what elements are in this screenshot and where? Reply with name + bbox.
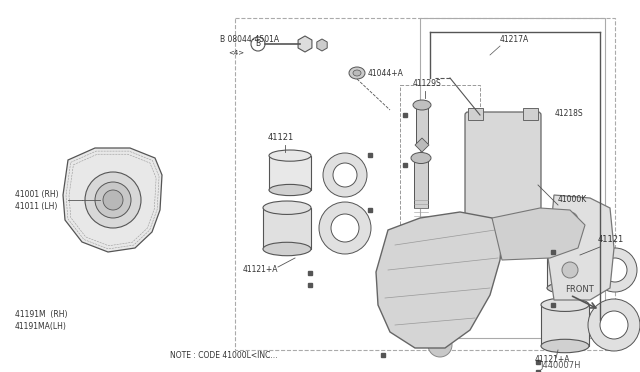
- Ellipse shape: [547, 282, 589, 294]
- Ellipse shape: [411, 153, 431, 164]
- Bar: [416, 105, 428, 143]
- Ellipse shape: [269, 150, 311, 161]
- Ellipse shape: [349, 67, 365, 79]
- Text: 41011 (LH): 41011 (LH): [15, 202, 58, 212]
- Ellipse shape: [269, 185, 311, 196]
- Bar: [269, 155, 311, 190]
- Bar: [547, 254, 589, 288]
- Text: 41000K: 41000K: [558, 196, 588, 205]
- Bar: [400, 85, 480, 250]
- Ellipse shape: [353, 70, 361, 76]
- Circle shape: [588, 299, 640, 351]
- Text: 41001 (RH): 41001 (RH): [15, 190, 59, 199]
- Circle shape: [251, 37, 265, 51]
- Text: 41217A: 41217A: [500, 35, 529, 45]
- Text: 41121: 41121: [598, 235, 624, 244]
- Text: <4>: <4>: [228, 50, 244, 56]
- Text: 41129S: 41129S: [413, 78, 442, 87]
- Text: 41121+A: 41121+A: [535, 356, 570, 365]
- Circle shape: [562, 212, 578, 228]
- Text: 41218S: 41218S: [555, 109, 584, 118]
- Circle shape: [600, 311, 628, 339]
- Bar: [468, 108, 483, 120]
- Text: B 08044-4501A: B 08044-4501A: [220, 35, 279, 45]
- Text: B: B: [255, 39, 260, 48]
- Text: 41121+A: 41121+A: [243, 266, 278, 275]
- Ellipse shape: [413, 100, 431, 110]
- Ellipse shape: [547, 248, 589, 259]
- Circle shape: [103, 190, 123, 210]
- Circle shape: [95, 182, 131, 218]
- Bar: [263, 208, 311, 249]
- Circle shape: [333, 163, 357, 187]
- Circle shape: [331, 214, 359, 242]
- FancyBboxPatch shape: [465, 112, 541, 258]
- Text: 41044+A: 41044+A: [368, 68, 404, 77]
- Ellipse shape: [263, 201, 311, 214]
- Polygon shape: [548, 195, 614, 300]
- Text: 41191MA(LH): 41191MA(LH): [15, 323, 67, 331]
- Bar: [420, 18, 605, 338]
- Bar: [235, 18, 615, 350]
- Polygon shape: [63, 148, 162, 252]
- Ellipse shape: [541, 339, 589, 353]
- Circle shape: [603, 258, 627, 282]
- Polygon shape: [492, 208, 585, 260]
- Circle shape: [562, 262, 578, 278]
- Circle shape: [85, 172, 141, 228]
- Text: 41191M  (RH): 41191M (RH): [15, 311, 67, 320]
- Text: J440007H: J440007H: [540, 360, 580, 369]
- Circle shape: [593, 248, 637, 292]
- Ellipse shape: [263, 242, 311, 256]
- Text: NOTE : CODE 41000L<INC...: NOTE : CODE 41000L<INC...: [170, 350, 278, 359]
- Text: 41121: 41121: [268, 134, 294, 142]
- Polygon shape: [376, 212, 502, 348]
- Bar: [541, 305, 589, 346]
- Bar: [414, 158, 428, 208]
- Circle shape: [323, 153, 367, 197]
- Text: FRONT: FRONT: [565, 285, 594, 295]
- Bar: [523, 108, 538, 120]
- Circle shape: [428, 333, 452, 357]
- Circle shape: [319, 202, 371, 254]
- Ellipse shape: [541, 298, 589, 311]
